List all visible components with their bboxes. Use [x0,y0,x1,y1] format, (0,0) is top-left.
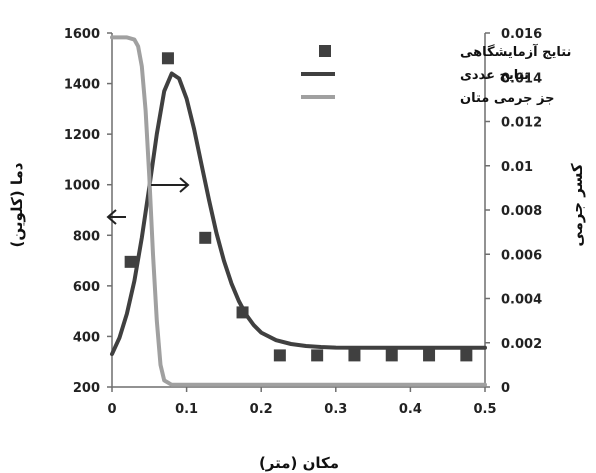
y2-tick-label: 0.002 [501,337,542,352]
y-tick-label: 400 [73,330,100,345]
y-tick-label: 1600 [64,27,100,42]
x-tick-label: 0 [107,402,116,417]
x-tick-label: 0.2 [250,402,273,417]
x-axis-title: مکان (متر) [259,454,339,472]
data-point [385,349,398,362]
plot-area [110,35,487,387]
y2-tick-label: 0.012 [501,116,542,131]
series-line-1 [110,71,487,357]
x-tick-label: 0.5 [473,402,496,417]
y-tick-label: 600 [73,280,100,295]
y2-tick-label: 0.006 [501,248,542,263]
data-point [124,255,137,268]
y-tick-label: 1400 [64,78,100,93]
data-point [161,52,174,65]
y-tick-label: 1200 [64,128,100,143]
x-tick-label: 0.1 [175,402,198,417]
data-point [199,231,212,244]
data-point [423,349,436,362]
x-tick-label: 0.4 [399,402,422,417]
y-axis-title: دما (کلوین) [8,162,26,247]
y2-tick-label: 0.01 [501,160,533,175]
legend-marker-0 [319,45,331,57]
y2-tick-label: 0.004 [501,293,542,308]
y2-tick-label: 0.008 [501,204,542,219]
legend-label-1: نتایج عددی [460,68,529,83]
y-tick-label: 200 [73,381,100,396]
left-axis-arrowhead [106,209,117,225]
annotations [106,177,190,225]
data-point [273,349,286,362]
right-axis-arrowhead [179,177,190,193]
y2-axis-title: کسر جرمی [568,163,586,246]
y2-tick-label: 0.016 [501,27,542,42]
y2-tick-label: 0.014 [501,71,542,86]
axes: 0 0.1 0.2 0.3 0.4 0.5 200 400 600 800 1000 1200 1400… [64,27,542,417]
y2-tick-label: 0 [501,381,510,396]
data-point [460,349,473,362]
data-point [311,349,324,362]
legend: نتایج آزمایشگاهی نتایج عددی جز جرمی متان [301,43,571,106]
series-line-2 [110,35,487,387]
y-tick-label: 800 [73,229,100,244]
legend-label-2: جز جرمی متان [460,91,555,106]
legend-label-0: نتایج آزمایشگاهی [460,43,571,60]
data-point [348,349,361,362]
y-tick-label: 1000 [64,179,100,194]
x-tick-label: 0.3 [324,402,347,417]
